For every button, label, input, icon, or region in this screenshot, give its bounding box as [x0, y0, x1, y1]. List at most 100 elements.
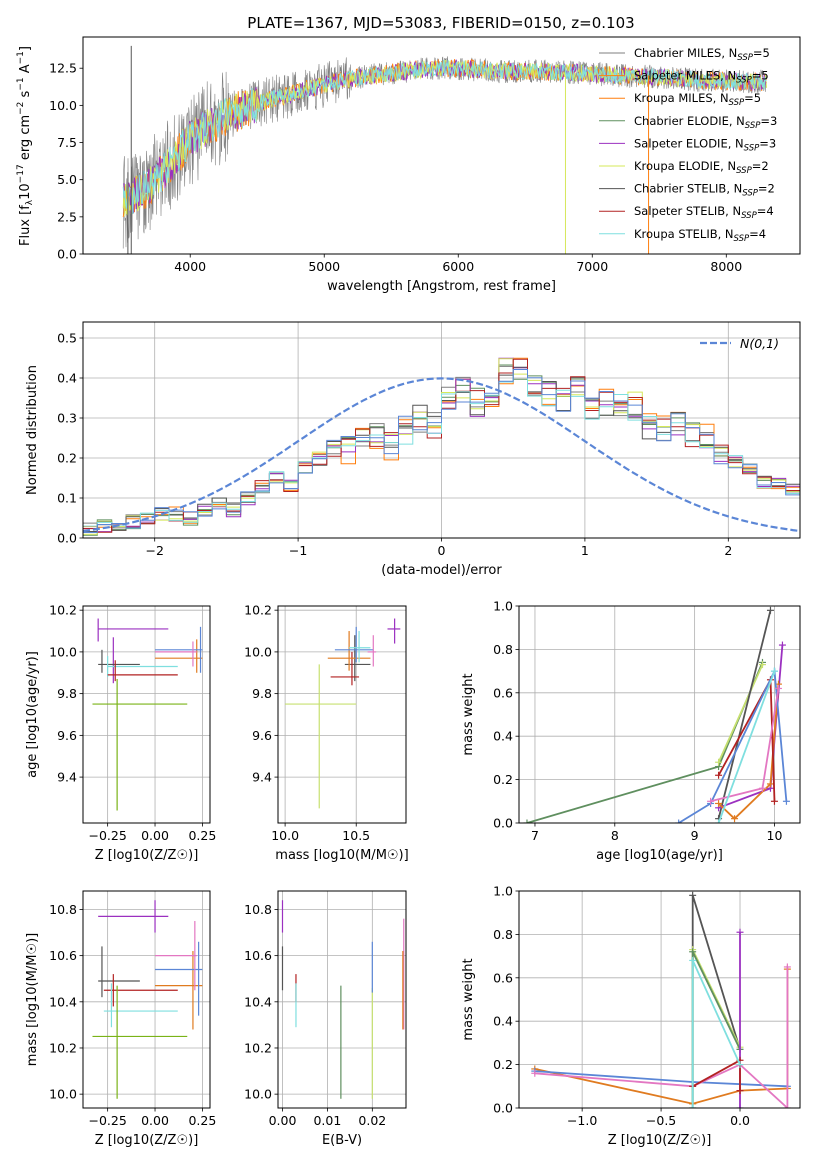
y-tick-label: 0.4	[57, 371, 77, 386]
histogram-series	[83, 369, 800, 533]
histogram-series	[83, 364, 800, 536]
series-marker	[774, 684, 782, 692]
y-tick-label: 0.0	[493, 816, 513, 831]
histogram-series	[83, 358, 800, 535]
x-tick-label: −0.25	[88, 828, 126, 843]
x-tick-label: 0	[438, 543, 446, 558]
histogram-series	[83, 369, 800, 529]
y-tick-label: 9.4	[252, 770, 272, 785]
x-tick-label: 4000	[174, 259, 206, 274]
x-tick-label: −0.5	[646, 1113, 676, 1128]
y-tick-label: 0.8	[493, 927, 513, 942]
series-marker	[758, 784, 766, 792]
y-tick-label: 9.4	[57, 770, 77, 785]
axes-frame	[82, 605, 211, 824]
x-tick-label: 1	[581, 543, 589, 558]
x-tick-label: 10	[767, 828, 783, 843]
y-tick-label: 0.5	[57, 331, 77, 346]
y-tick-label: 10.4	[49, 994, 77, 1009]
errorbar	[92, 985, 188, 1099]
errorbar	[97, 618, 169, 642]
x-tick-label: 0.25	[188, 1113, 216, 1128]
x-tick-label: 8000	[710, 259, 742, 274]
series-marker	[715, 771, 723, 779]
panel-massweight_vs_Z: −1.0 −0.5 0.0 0.0 0.2 0.4 0.6 0.8 1.0 Z [log10(Z/…	[461, 884, 801, 1148]
series-marker	[715, 758, 723, 766]
y-tick-label: 9.8	[252, 686, 272, 701]
y-tick-label: 10.2	[49, 603, 77, 618]
axes-frame	[277, 605, 407, 824]
plot-area	[531, 891, 791, 1108]
legend-label: Chabrier STELIB, NSSP=2	[634, 182, 775, 199]
y-tick-label: 7.5	[57, 135, 77, 150]
y-tick-label: 9.8	[57, 686, 77, 701]
series-marker	[736, 1061, 744, 1069]
legend: Chabrier MILES, NSSP=5 Salpeter MILES, NS…	[599, 46, 777, 244]
errorbar	[367, 635, 377, 667]
y-tick-label: 12.5	[49, 61, 77, 76]
y-tick-label: 0.2	[493, 1057, 513, 1072]
normal-curve	[83, 377, 800, 533]
y-tick-label: 1.0	[493, 884, 513, 899]
panel-mass_vs_ebv: 0.00 0.01 0.02 10.0 10.2 10.4 10.6 10.8 E(B-V)	[244, 890, 407, 1148]
legend-label: Kroupa ELODIE, NSSP=2	[634, 159, 769, 176]
series-marker	[689, 956, 697, 964]
x-tick-label: 0.25	[188, 828, 216, 843]
y-axis-label: Normed distribution	[25, 365, 40, 495]
y-tick-label: 0.2	[57, 451, 77, 466]
errorbar	[330, 651, 360, 686]
y-tick-label: 10.2	[49, 1040, 77, 1055]
y-tick-label: 9.6	[57, 728, 77, 743]
series-marker	[736, 928, 744, 936]
x-axis-label: wavelength [Angstrom, rest frame]	[327, 279, 556, 294]
y-axis-label: Flux [fλ10−17 erg cm−2 s−1 A−1]	[16, 46, 35, 246]
series-marker	[523, 819, 531, 823]
series-marker	[689, 891, 697, 899]
errorbar	[327, 631, 371, 671]
legend-label: Kroupa STELIB, NSSP=4	[634, 227, 766, 244]
y-tick-label: 10.6	[244, 948, 272, 963]
y-tick-label: 0.0	[57, 247, 77, 262]
y-tick-label: 10.8	[244, 902, 272, 917]
series-marker	[675, 819, 683, 823]
errorbar	[107, 656, 178, 677]
legend-label: Kroupa MILES, NSSP=5	[634, 91, 761, 108]
y-tick-label: 10.2	[244, 1040, 272, 1055]
series-marker	[782, 797, 790, 805]
x-tick-label: 7	[531, 828, 539, 843]
y-tick-label: 0.0	[493, 1101, 513, 1116]
series-line	[678, 667, 788, 823]
y-tick-label: 0.0	[57, 531, 77, 546]
legend-label: Salpeter MILES, NSSP=5	[634, 69, 769, 86]
errorbar	[98, 946, 140, 998]
legend-label: Chabrier ELODIE, NSSP=3	[634, 114, 777, 131]
series-line	[717, 684, 780, 820]
histogram-series	[83, 366, 800, 532]
series-marker	[689, 1104, 697, 1108]
y-tick-label: 9.6	[252, 728, 272, 743]
panel-age_vs_Z: −0.25 0.00 0.25 9.4 9.6 9.8 10.0 10.2 Z [log10(Z…	[25, 603, 216, 863]
y-tick-label: 2.5	[57, 209, 77, 224]
series-marker	[783, 963, 791, 971]
errorbar	[334, 626, 374, 663]
series-line	[717, 664, 764, 763]
x-tick-label: 10.0	[271, 828, 299, 843]
x-tick-label: 0.00	[269, 1113, 297, 1128]
model-line	[122, 59, 767, 217]
y-tick-label: 1.0	[493, 599, 513, 614]
plot-area	[92, 618, 203, 811]
series-marker	[715, 819, 723, 823]
x-tick-label: 8	[611, 828, 619, 843]
panel-mass_vs_Z: −0.25 0.00 0.25 10.0 10.2 10.4 10.6 10.8 Z [log1…	[25, 890, 216, 1148]
series-line	[717, 610, 772, 819]
errorbar	[107, 660, 178, 682]
y-tick-label: 10.0	[244, 644, 272, 659]
x-axis-label: mass [log10(M/M☉)]	[275, 848, 408, 863]
series-marker	[766, 780, 774, 788]
panel-age_vs_mass: 10.0 10.5 9.4 9.6 9.8 10.0 10.2 mass [log10(M/M…	[244, 603, 409, 863]
x-axis-label: Z [log10(Z/Z☉)]	[95, 1133, 199, 1148]
x-tick-label: 10.5	[342, 828, 370, 843]
y-tick-label: 0.2	[493, 772, 513, 787]
errorbar	[387, 618, 401, 644]
